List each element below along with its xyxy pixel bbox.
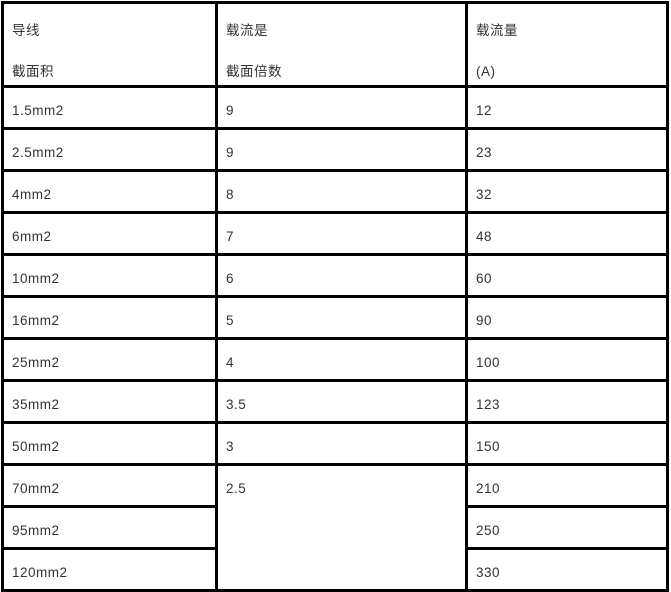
cell-section-text: 25mm2: [12, 355, 60, 370]
cell-section-text: 35mm2: [12, 397, 60, 412]
table-row: 1.5mm2 9 12: [1, 85, 669, 130]
header-text: 截面倍数: [226, 64, 282, 79]
cell-current-text: 23: [476, 145, 493, 160]
cell-multiple-text: 9: [226, 103, 235, 118]
cell-section: 1.5mm2: [1, 85, 218, 130]
cell-section: 16mm2: [1, 295, 218, 340]
cell-multiple-text: 6: [226, 271, 235, 286]
cell-multiple: 4: [215, 337, 468, 382]
cell-multiple: 5: [215, 295, 468, 340]
table-row: 6mm2 7 48: [1, 211, 669, 256]
cell-current: 100: [465, 337, 669, 382]
cell-multiple: 7: [215, 211, 468, 256]
table-header-row: 导线 截面积 载流是 截面倍数 载流量 (A): [1, 1, 669, 88]
cell-current: 32: [465, 169, 669, 214]
cell-multiple: 9: [215, 127, 468, 172]
cell-current: 123: [465, 379, 669, 424]
cell-multiple: 8: [215, 169, 468, 214]
cell-section: 25mm2: [1, 337, 218, 382]
cell-section: 70mm2: [1, 463, 218, 508]
cell-section: 10mm2: [1, 253, 218, 298]
header-cell-current: 载流量 (A): [465, 1, 669, 88]
cell-section-text: 2.5mm2: [12, 145, 64, 160]
cell-section: 50mm2: [1, 421, 218, 466]
cell-current-text: 12: [476, 103, 493, 118]
header-cell-section: 导线 截面积: [1, 1, 218, 88]
cell-multiple-text: 9: [226, 145, 235, 160]
cell-current: 23: [465, 127, 669, 172]
cell-current-text: 330: [476, 565, 501, 580]
cell-multiple: 3.5: [215, 379, 468, 424]
cell-current: 12: [465, 85, 669, 130]
table-row: 4mm2 8 32: [1, 169, 669, 214]
cell-section: 4mm2: [1, 169, 218, 214]
cell-section-text: 4mm2: [12, 187, 52, 202]
table-row: 16mm2 5 90: [1, 295, 669, 340]
table-row: 95mm2 250: [1, 505, 669, 550]
header-text: 截面积: [12, 64, 54, 79]
cell-current-text: 100: [476, 355, 501, 370]
cell-current-text: 150: [476, 439, 501, 454]
table-row: 2.5mm2 9 23: [1, 127, 669, 172]
cell-section: 2.5mm2: [1, 127, 218, 172]
cell-multiple-text: 8: [226, 187, 235, 202]
cell-multiple: 6: [215, 253, 468, 298]
cell-current: 60: [465, 253, 669, 298]
cell-current-text: 48: [476, 229, 493, 244]
cell-multiple: 3: [215, 421, 468, 466]
header-text: 载流量: [476, 23, 518, 38]
cell-multiple-text: 7: [226, 229, 235, 244]
cell-current: 250: [465, 505, 669, 550]
cell-section-text: 1.5mm2: [12, 103, 64, 118]
cell-current-text: 210: [476, 481, 501, 496]
cell-section: 35mm2: [1, 379, 218, 424]
cell-section-text: 50mm2: [12, 439, 60, 454]
cell-current-text: 32: [476, 187, 493, 202]
table-row: 10mm2 6 60: [1, 253, 669, 298]
cell-section: 6mm2: [1, 211, 218, 256]
cell-section-text: 70mm2: [12, 481, 60, 496]
cell-section-text: 95mm2: [12, 523, 60, 538]
table-row: 35mm2 3.5 123: [1, 379, 669, 424]
cell-current: 330: [465, 547, 669, 592]
cell-current: 210: [465, 463, 669, 508]
cell-section-text: 6mm2: [12, 229, 52, 244]
cell-current: 48: [465, 211, 669, 256]
cell-section-text: 16mm2: [12, 313, 60, 328]
cell-current-text: 123: [476, 397, 501, 412]
cell-current-text: 250: [476, 523, 501, 538]
table-row: 25mm2 4 100: [1, 337, 669, 382]
cell-multiple-text: 3: [226, 439, 235, 454]
cell-current: 90: [465, 295, 669, 340]
table-row: 70mm2 2.5 210: [1, 463, 669, 592]
cell-multiple-text: 3.5: [226, 397, 247, 412]
cell-multiple-text: 4: [226, 355, 235, 370]
cell-section: 120mm2: [1, 547, 218, 592]
cell-section-text: 10mm2: [12, 271, 60, 286]
cell-current-text: 60: [476, 271, 493, 286]
table-row: 50mm2 3 150: [1, 421, 669, 466]
header-text: (A): [476, 64, 496, 79]
header-text: 导线: [12, 23, 40, 38]
header-cell-multiple: 载流是 截面倍数: [215, 1, 468, 88]
cell-section-text: 120mm2: [12, 565, 68, 580]
header-text: 载流是: [226, 23, 268, 38]
cell-multiple-text: 2.5: [226, 481, 247, 496]
cell-multiple-text: 5: [226, 313, 235, 328]
cell-section: 95mm2: [1, 505, 218, 550]
cell-current-text: 90: [476, 313, 493, 328]
cell-multiple: 2.5: [215, 463, 468, 592]
cell-multiple: 9: [215, 85, 468, 130]
cell-current: 150: [465, 421, 669, 466]
